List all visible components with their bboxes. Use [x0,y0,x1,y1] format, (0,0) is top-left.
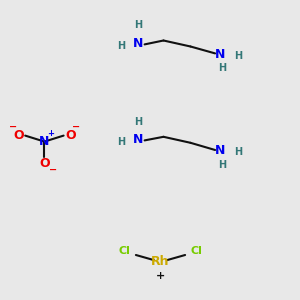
Text: N: N [133,133,143,146]
Text: H: H [234,50,243,61]
Text: O: O [65,129,76,142]
Text: Rh: Rh [151,255,170,268]
Text: Cl: Cl [118,246,130,256]
Text: H: H [134,117,142,127]
Text: H: H [134,20,142,31]
Text: Cl: Cl [190,246,202,256]
Text: −: − [71,122,80,132]
Text: N: N [39,135,50,148]
Text: H: H [117,40,126,51]
Text: H: H [234,147,243,157]
Text: H: H [218,160,227,170]
Text: O: O [39,157,50,170]
Text: −: − [49,165,58,175]
Text: O: O [13,129,24,142]
Text: +: + [47,129,54,138]
Text: −: − [8,122,17,132]
Text: H: H [117,137,126,147]
Text: N: N [215,144,226,157]
Text: N: N [133,37,143,50]
Text: N: N [215,47,226,61]
Text: +: + [156,271,165,281]
Text: H: H [218,63,227,74]
